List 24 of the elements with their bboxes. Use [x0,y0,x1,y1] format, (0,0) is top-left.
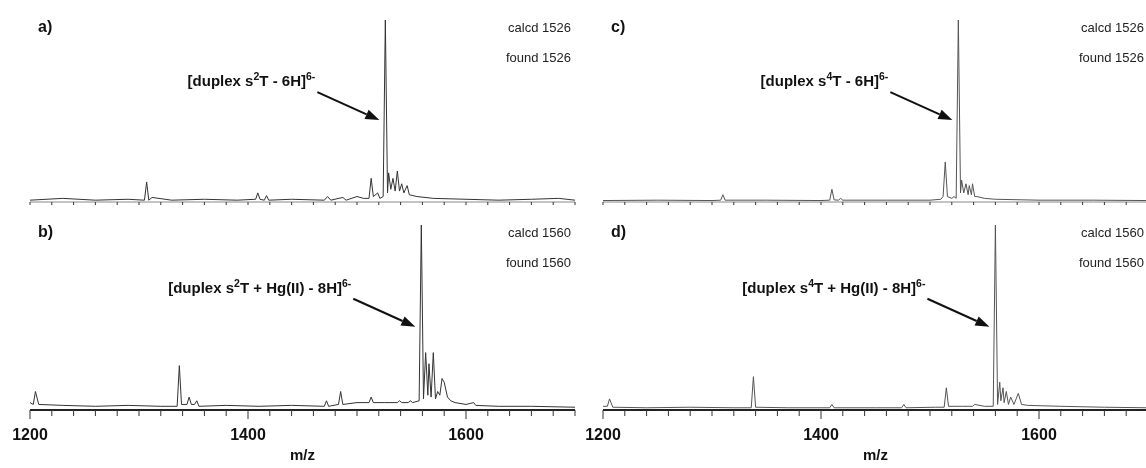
x-tick-label: 1400 [230,426,266,443]
annotation: b) [38,223,54,240]
annotation: calcd 1560 [508,225,571,240]
annotation: a) [38,18,53,35]
annotation: found 1526 [505,50,571,65]
annotation: found 1560 [505,255,571,270]
annotation: calcd 1560 [1081,225,1144,240]
annotation: calcd 1526 [508,20,571,35]
annotation: calcd 1526 [1081,20,1144,35]
annotation: [duplex s$^{4}$T - 6H]$^{6-}$ [760,70,889,90]
annotation: [duplex s$^{2}$T - 6H]$^{6-}$ [187,70,316,90]
x-tick-label: 1400 [803,426,839,443]
annotation: found 1560 [1078,255,1144,270]
annotation: [duplex s$^{2}$T + Hg(II) - 8H]$^{6-}$ [168,276,352,296]
x-tick-label: 1600 [448,426,484,443]
annotation: d) [611,223,627,240]
annotation: found 1526 [1078,50,1144,65]
annotation: c) [611,18,626,35]
x-axis-title: m/z [289,446,316,463]
x-axis-title: m/z [862,446,889,463]
x-tick-label: 1600 [1021,426,1057,443]
annotation: [duplex s$^{4}$T + Hg(II) - 8H]$^{6-}$ [742,276,926,296]
x-tick-label: 1200 [12,426,48,443]
x-tick-label: 1200 [585,426,621,443]
